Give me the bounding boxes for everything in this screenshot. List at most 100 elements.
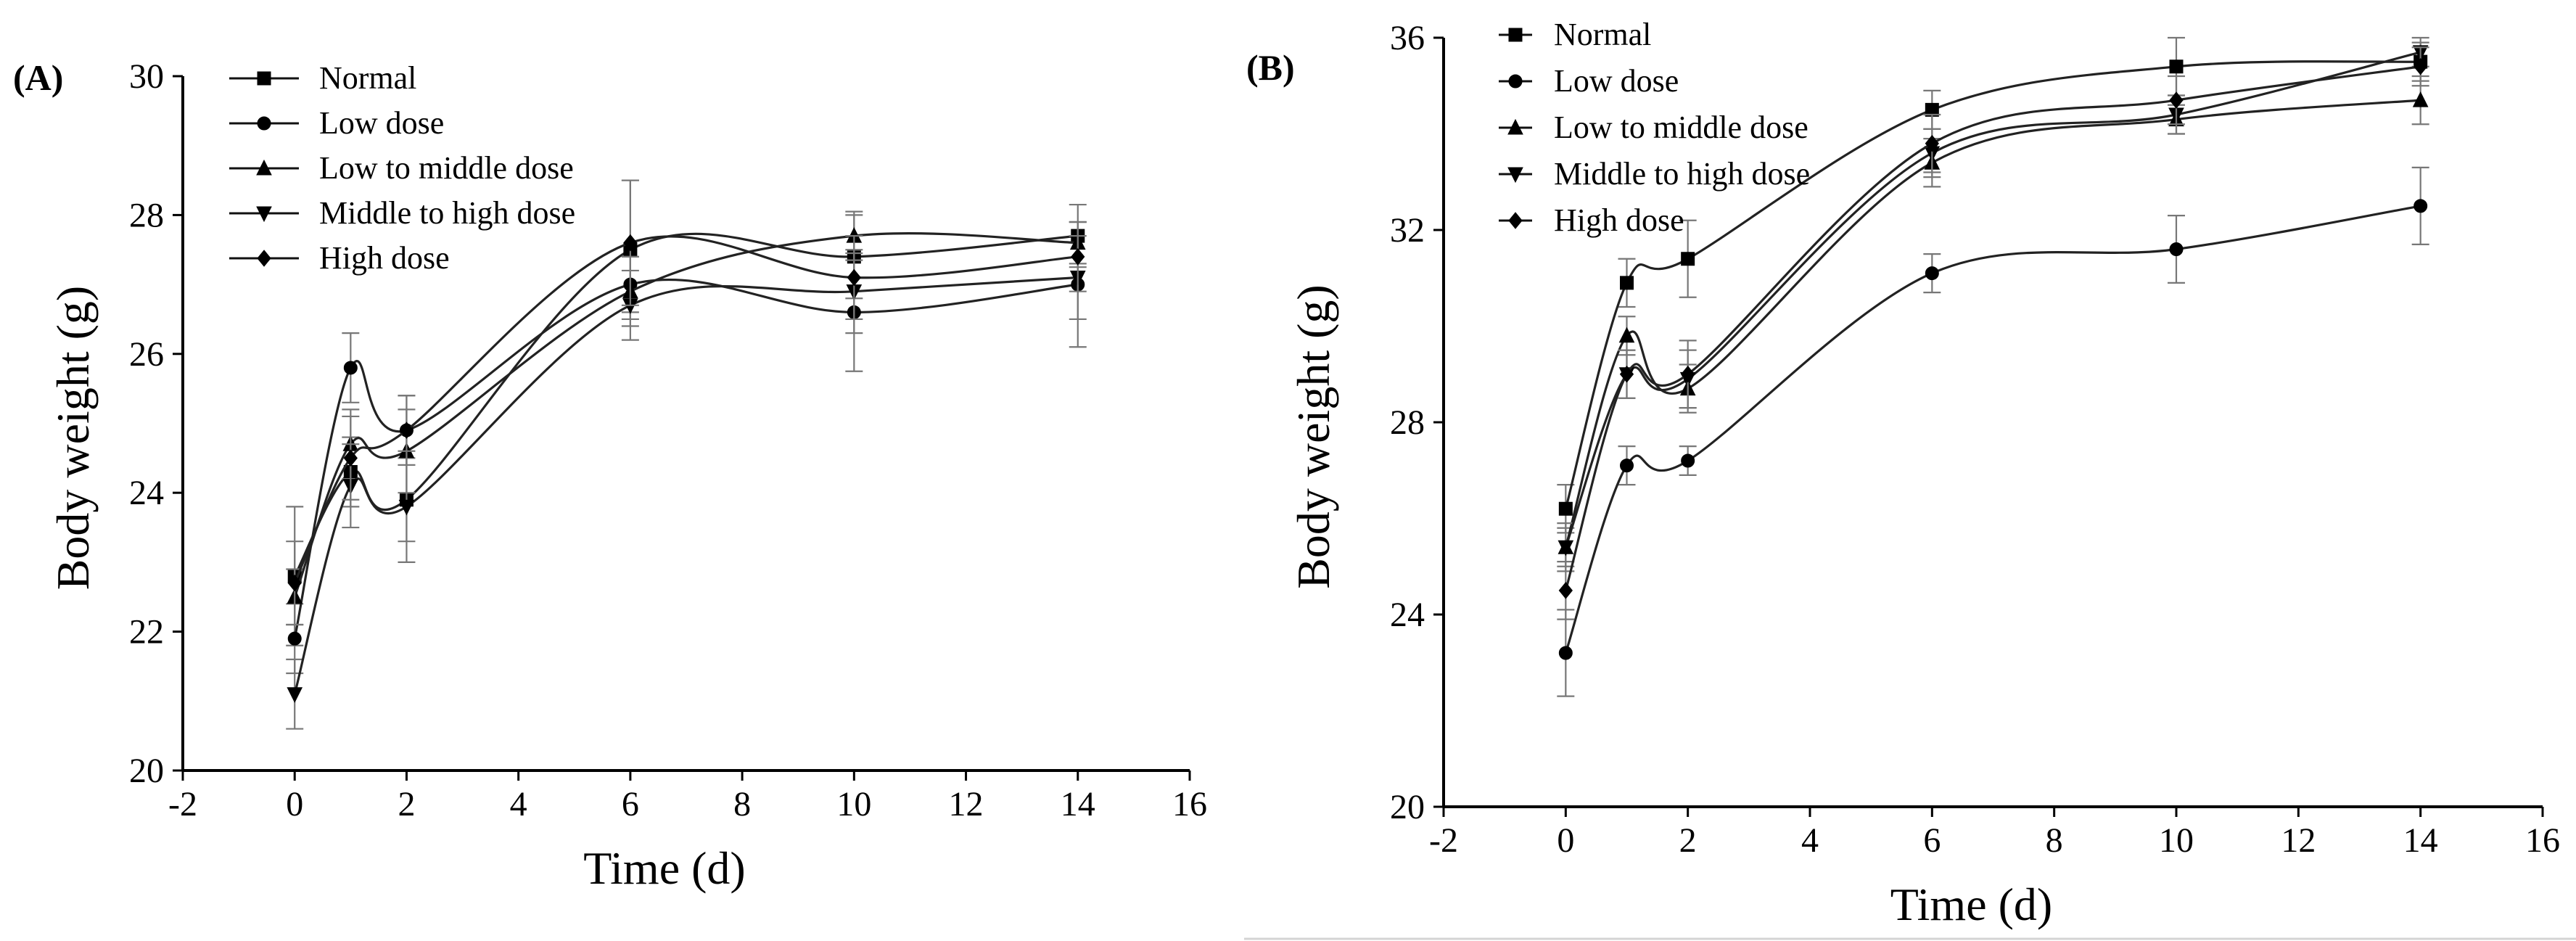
panel-label: (B) [1246,47,1295,88]
data-point [398,499,415,516]
data-point [1071,248,1085,266]
data-point [847,268,861,287]
legend-label: Low to middle dose [319,150,574,186]
legend-marker [1507,118,1523,135]
data-point [1619,365,1634,383]
x-tick-label: 12 [2281,821,2316,860]
x-tick-label: 14 [1061,785,1095,823]
x-tick-label: 2 [398,785,415,823]
data-point [343,361,358,375]
data-point [2414,57,2428,75]
y-tick-label: 36 [1390,19,1425,57]
legend-marker [256,206,272,223]
legend-label: Normal [319,60,416,96]
y-tick-label: 30 [129,57,164,96]
legend-label: High dose [1554,202,1684,238]
series-line [1564,99,2421,548]
data-point [1681,252,1695,266]
data-point [399,422,414,439]
legend-marker [1508,28,1523,42]
y-tick-label: 28 [1390,403,1425,442]
panel-label: (A) [13,57,63,98]
y-tick-label: 20 [1390,788,1425,826]
series-middle-to-high-dose [286,235,1087,730]
series-high-dose [1557,46,2429,620]
data-point [1558,646,1573,660]
data-point [1558,582,1573,599]
legend-marker [256,159,272,176]
x-tick-label: 16 [2525,821,2560,860]
y-axis-title: Body weight (g) [47,286,99,591]
data-point [287,631,302,646]
data-point [343,449,358,467]
series-line [1564,60,2421,509]
legend-label: Low dose [1554,63,1679,99]
data-point [2169,91,2184,109]
x-tick-label: 0 [286,785,303,823]
x-tick-label: 6 [622,785,639,823]
series-line [293,278,1078,639]
series-low-dose [1557,166,2429,697]
x-tick-label: 10 [836,785,871,823]
legend-marker [257,71,271,86]
legend-marker [1508,74,1523,89]
data-point [287,574,302,592]
data-point [1681,453,1695,468]
data-point [1681,365,1695,383]
x-tick-label: 8 [2046,821,2063,860]
y-tick-label: 22 [129,613,164,652]
legend-marker [1508,212,1523,229]
data-point [1557,540,1574,556]
x-tick-label: 8 [733,785,751,823]
data-point [1925,134,1939,152]
legend-label: Middle to high dose [1554,156,1810,192]
x-tick-label: 6 [1923,821,1941,860]
data-point [2169,59,2184,74]
legend-label: Low to middle dose [1554,110,1808,145]
data-point [1620,459,1634,473]
x-axis-title: Time (d) [1890,879,2052,930]
x-tick-label: 4 [1801,821,1819,860]
legend-marker [1507,167,1523,184]
legend-label: Normal [1554,17,1651,52]
data-point [1925,266,1939,281]
x-tick-label: 12 [949,785,984,823]
data-point [287,687,303,703]
y-tick-label: 24 [1390,596,1425,634]
legend-label: High dose [319,240,450,276]
data-point [1620,276,1634,290]
legend-marker [257,116,271,131]
series-line [293,276,1078,695]
legend-label: Low dose [319,105,444,141]
x-tick-label: 0 [1557,821,1574,860]
y-tick-label: 20 [129,752,164,790]
data-point [2169,242,2184,256]
series-line [1564,205,2421,654]
y-tick-label: 28 [129,196,164,234]
x-tick-label: -2 [168,785,197,823]
x-tick-label: -2 [1429,821,1458,860]
x-tick-label: 10 [2159,821,2194,860]
y-tick-label: 32 [1390,211,1425,250]
series-high-dose [286,179,1087,626]
y-tick-label: 24 [129,474,164,512]
legend-label: Middle to high dose [319,195,575,231]
series-line [1564,65,2421,591]
series-low-to-middle-dose [1557,75,2429,567]
data-point [1618,326,1635,343]
y-axis-title: Body weight (g) [1288,284,1339,589]
x-tick-label: 2 [1679,821,1697,860]
data-point [1558,501,1573,516]
x-tick-label: 16 [1172,785,1207,823]
x-tick-label: 4 [510,785,527,823]
x-tick-label: 14 [2403,821,2438,860]
data-point [2414,199,2428,213]
data-point [623,234,638,252]
x-axis-title: Time (d) [583,842,745,894]
y-tick-label: 26 [129,335,164,374]
data-point [2412,91,2429,107]
legend-marker [257,250,271,267]
